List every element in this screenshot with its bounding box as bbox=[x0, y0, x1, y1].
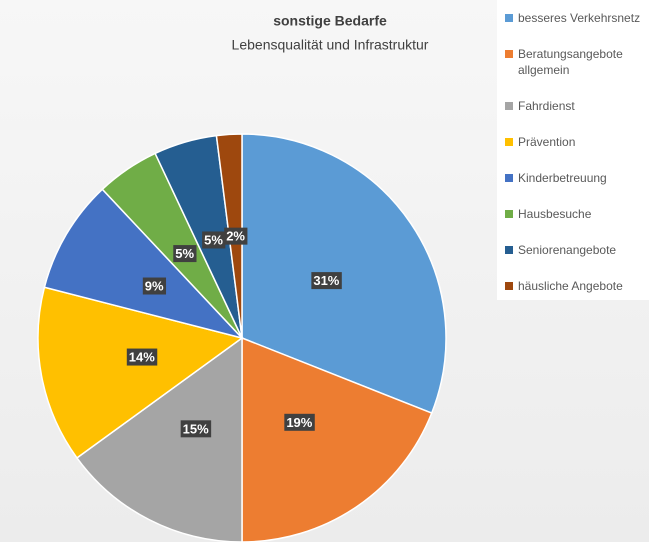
data-label-text: 9% bbox=[145, 279, 164, 294]
legend-label: Hausbesuche bbox=[518, 207, 592, 221]
legend-swatch bbox=[505, 102, 513, 110]
legend-label: Beratungsangebote allgemein bbox=[518, 47, 623, 77]
data-label-box bbox=[224, 227, 248, 245]
data-label-box bbox=[311, 272, 342, 290]
data-label-box bbox=[180, 420, 212, 438]
data-label-text: 15% bbox=[183, 421, 209, 436]
data-label: 31% bbox=[311, 272, 342, 290]
data-label-text: 14% bbox=[129, 350, 155, 365]
legend-swatch bbox=[505, 50, 513, 58]
data-label-box bbox=[284, 413, 315, 431]
data-label: 15% bbox=[180, 420, 212, 438]
legend-item: Kinderbetreuung bbox=[505, 170, 645, 186]
legend-item: häusliche Angebote bbox=[505, 278, 645, 294]
data-label-box bbox=[126, 348, 158, 366]
legend-item: Beratungsangebote allgemein bbox=[505, 46, 645, 78]
data-label-text: 31% bbox=[313, 273, 339, 288]
legend-swatch bbox=[505, 14, 513, 22]
pie-slice bbox=[241, 133, 447, 415]
legend-item: Fahrdienst bbox=[505, 98, 645, 114]
legend: besseres Verkehrsnetz Beratungsangebote a… bbox=[497, 0, 649, 300]
data-label-box bbox=[142, 277, 167, 295]
data-label: 19% bbox=[284, 413, 315, 431]
data-label-text: 5% bbox=[175, 246, 194, 261]
data-label: 5% bbox=[173, 245, 197, 263]
data-label-box bbox=[173, 245, 197, 263]
pie-slice bbox=[43, 188, 245, 340]
legend-item: Seniorenangebote bbox=[505, 242, 645, 258]
pie-slice bbox=[75, 336, 243, 542]
data-label: 14% bbox=[126, 348, 158, 366]
legend-item: Hausbesuche bbox=[505, 206, 645, 222]
pie-slice bbox=[241, 336, 433, 542]
legend-label: Fahrdienst bbox=[518, 99, 575, 113]
legend-swatch bbox=[505, 210, 513, 218]
legend-label: Kinderbetreuung bbox=[518, 171, 607, 185]
legend-swatch bbox=[505, 282, 513, 290]
data-label-text: 5% bbox=[204, 232, 223, 247]
legend-swatch bbox=[505, 174, 513, 182]
legend-swatch bbox=[505, 138, 513, 146]
legend-item: besseres Verkehrsnetz bbox=[505, 10, 645, 26]
data-label-text: 2% bbox=[226, 229, 245, 244]
legend-label: Seniorenangebote bbox=[518, 243, 617, 257]
data-label-box bbox=[202, 231, 226, 249]
legend-swatch bbox=[505, 246, 513, 254]
data-label: 9% bbox=[142, 277, 167, 295]
chart-subtitle: Lebensqualität und Infrastruktur bbox=[232, 37, 429, 53]
data-label: 5% bbox=[202, 231, 226, 249]
legend-label: häusliche Angebote bbox=[518, 279, 623, 293]
legend-label: Prävention bbox=[518, 135, 576, 149]
legend-label: besseres Verkehrsnetz bbox=[518, 11, 641, 25]
legend-item: Prävention bbox=[505, 134, 645, 150]
data-label-text: 19% bbox=[286, 415, 312, 430]
chart-title: sonstige Bedarfe bbox=[273, 13, 387, 29]
pie-slice bbox=[37, 286, 244, 459]
data-label: 2% bbox=[224, 227, 248, 245]
